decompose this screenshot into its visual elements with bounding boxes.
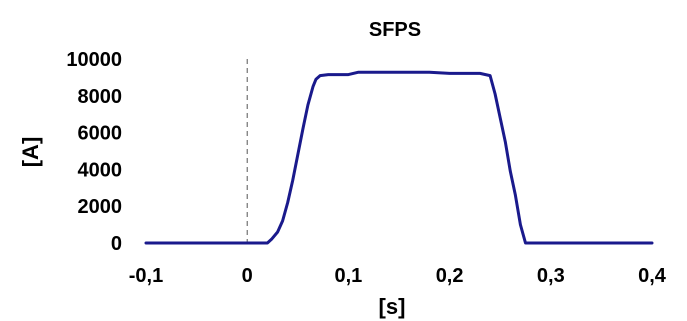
- y-tick-label: 6000: [78, 123, 123, 145]
- y-tick-label: 10000: [66, 49, 122, 71]
- y-axis-label: [A]: [18, 137, 43, 168]
- chart-title: SFPS: [369, 19, 421, 41]
- x-tick-label: 0,1: [334, 265, 362, 287]
- y-tick-label: 2000: [78, 196, 123, 218]
- x-tick-label: -0,1: [129, 265, 163, 287]
- x-tick-label: 0,3: [537, 265, 565, 287]
- y-tick-label: 4000: [78, 159, 123, 181]
- x-tick-labels: -0,1 0 0,1 0,2 0,3 0,4: [129, 265, 667, 287]
- x-axis-label: [s]: [379, 294, 406, 319]
- y-tick-label: 8000: [78, 86, 123, 108]
- x-tick-label: 0,4: [638, 265, 667, 287]
- x-tick-label: 0: [242, 265, 253, 287]
- y-tick-labels: 0 2000 4000 6000 8000 10000: [66, 49, 122, 255]
- series-line: [144, 70, 654, 245]
- y-tick-label: 0: [111, 233, 122, 255]
- x-tick-label: 0,2: [436, 265, 464, 287]
